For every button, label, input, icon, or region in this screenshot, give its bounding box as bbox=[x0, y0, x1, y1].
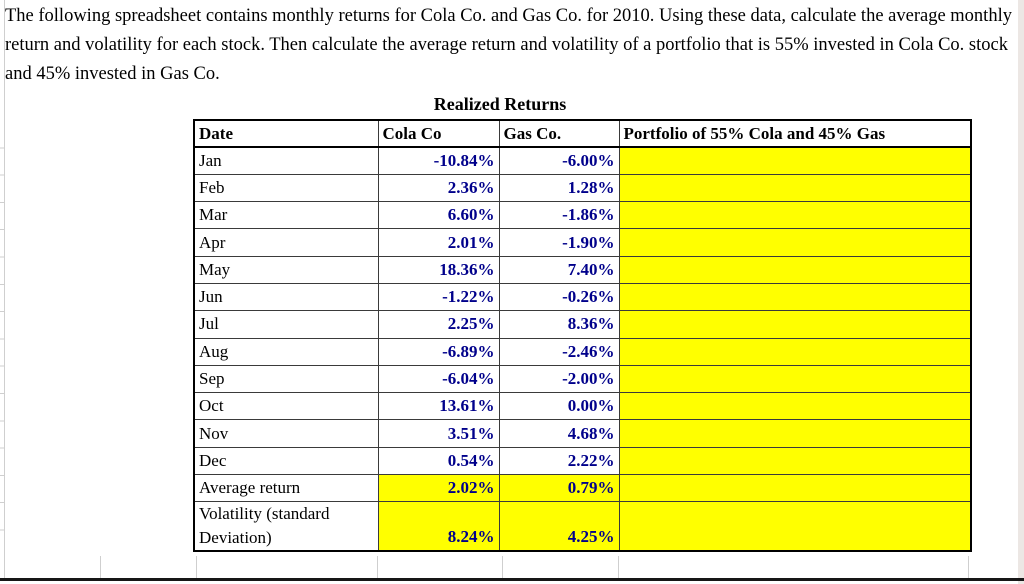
cell-date[interactable]: Aug bbox=[193, 337, 379, 366]
sheet-gridline-below-table bbox=[377, 556, 378, 578]
cell-date[interactable]: Average return bbox=[193, 474, 379, 503]
cell-cola-value[interactable]: -6.89% bbox=[377, 337, 500, 366]
sheet-gridline-below-table bbox=[100, 556, 101, 578]
cell-portfolio-answer[interactable] bbox=[618, 228, 972, 257]
cell-portfolio-answer[interactable] bbox=[618, 446, 972, 476]
table-row: Jun -1.22% -0.26% bbox=[193, 282, 972, 312]
cell-cola-value[interactable]: 2.02% bbox=[377, 474, 500, 503]
table-row: Feb 2.36% 1.28% bbox=[193, 173, 972, 203]
sheet-gridline-below-table bbox=[196, 556, 197, 578]
table-row: Nov 3.51% 4.68% bbox=[193, 419, 972, 448]
cell-gas-value[interactable]: -1.90% bbox=[498, 228, 620, 257]
table-row: Dec 0.54% 2.22% bbox=[193, 446, 972, 476]
cell-date[interactable]: Nov bbox=[193, 419, 379, 448]
cell-portfolio-answer[interactable] bbox=[618, 201, 972, 230]
column-header-gas[interactable]: Gas Co. bbox=[498, 119, 620, 148]
cell-cola-value[interactable]: 13.61% bbox=[377, 392, 500, 421]
cell-gas-value[interactable]: -2.00% bbox=[498, 364, 620, 394]
cell-gas-value[interactable]: 1.28% bbox=[498, 173, 620, 203]
cell-cola-value[interactable]: 2.36% bbox=[377, 173, 500, 203]
cell-date[interactable]: Volatility (standard Deviation) bbox=[193, 501, 379, 552]
cell-portfolio-answer[interactable] bbox=[618, 173, 972, 203]
cell-portfolio-answer[interactable] bbox=[618, 146, 972, 175]
cell-portfolio-answer[interactable] bbox=[618, 419, 972, 448]
cell-cola-value[interactable]: 2.25% bbox=[377, 310, 500, 339]
header-row: Date Cola Co Gas Co. Portfolio of 55% Co… bbox=[193, 119, 972, 148]
sheet-right-edge bbox=[1018, 0, 1024, 584]
cell-gas-value[interactable]: 0.00% bbox=[498, 392, 620, 421]
cell-portfolio-answer[interactable] bbox=[618, 310, 972, 339]
cell-cola-value[interactable]: 3.51% bbox=[377, 419, 500, 448]
cell-gas-value[interactable]: 4.25% bbox=[498, 501, 620, 552]
cell-date[interactable]: Feb bbox=[193, 173, 379, 203]
cell-cola-value[interactable]: -6.04% bbox=[377, 364, 500, 394]
cell-portfolio-answer[interactable] bbox=[618, 501, 972, 552]
cell-portfolio-answer[interactable] bbox=[618, 364, 972, 394]
table-row: Apr 2.01% -1.90% bbox=[193, 228, 972, 257]
cell-date[interactable]: Apr bbox=[193, 228, 379, 257]
column-header-portfolio[interactable]: Portfolio of 55% Cola and 45% Gas bbox=[618, 119, 972, 148]
table-row: Oct 13.61% 0.00% bbox=[193, 392, 972, 421]
cell-cola-value[interactable]: 18.36% bbox=[377, 255, 500, 284]
window-bottom-edge bbox=[0, 578, 1024, 581]
cell-date[interactable]: May bbox=[193, 255, 379, 284]
cell-date[interactable]: Oct bbox=[193, 392, 379, 421]
sheet-table-body: Jan -10.84% -6.00% Feb 2.36% 1.28% Mar 6… bbox=[193, 146, 972, 552]
sheet-row-gridline-stubs bbox=[0, 121, 5, 557]
cell-date[interactable]: Jun bbox=[193, 282, 379, 312]
table-row: Average return 2.02% 0.79% bbox=[193, 474, 972, 503]
table-row: May 18.36% 7.40% bbox=[193, 255, 972, 284]
cell-gas-value[interactable]: -2.46% bbox=[498, 337, 620, 366]
cell-date[interactable]: Sep bbox=[193, 364, 379, 394]
cell-gas-value[interactable]: -1.86% bbox=[498, 201, 620, 230]
cell-gas-value[interactable]: 0.79% bbox=[498, 474, 620, 503]
table-row: Jan -10.84% -6.00% bbox=[193, 146, 972, 175]
cell-portfolio-answer[interactable] bbox=[618, 282, 972, 312]
table-row: Volatility (standard Deviation) 8.24% 4.… bbox=[193, 501, 972, 552]
cell-cola-value[interactable]: 6.60% bbox=[377, 201, 500, 230]
table-title: Realized Returns bbox=[433, 94, 567, 114]
cell-cola-value[interactable]: 8.24% bbox=[377, 501, 500, 552]
table-row: Aug -6.89% -2.46% bbox=[193, 337, 972, 366]
cell-portfolio-answer[interactable] bbox=[618, 255, 972, 284]
cell-date[interactable]: Dec bbox=[193, 446, 379, 476]
cell-gas-value[interactable]: -0.26% bbox=[498, 282, 620, 312]
cell-portfolio-answer[interactable] bbox=[618, 337, 972, 366]
sheet-gridline-below-table bbox=[618, 556, 619, 578]
table-row: Jul 2.25% 8.36% bbox=[193, 310, 972, 339]
column-header-cola[interactable]: Cola Co bbox=[377, 119, 500, 148]
cell-gas-value[interactable]: 4.68% bbox=[498, 419, 620, 448]
cell-date[interactable]: Jul bbox=[193, 310, 379, 339]
sheet-gridline-below-table bbox=[968, 556, 969, 578]
cell-cola-value[interactable]: 2.01% bbox=[377, 228, 500, 257]
cell-gas-value[interactable]: -6.00% bbox=[498, 146, 620, 175]
problem-statement: The following spreadsheet contains month… bbox=[5, 6, 1012, 84]
cell-cola-value[interactable]: -10.84% bbox=[377, 146, 500, 175]
table-row: Mar 6.60% -1.86% bbox=[193, 201, 972, 230]
cell-gas-value[interactable]: 2.22% bbox=[498, 446, 620, 476]
sheet-gridline-below-table bbox=[502, 556, 503, 578]
cell-cola-value[interactable]: 0.54% bbox=[377, 446, 500, 476]
cell-gas-value[interactable]: 7.40% bbox=[498, 255, 620, 284]
cell-date[interactable]: Jan bbox=[193, 146, 379, 175]
cell-portfolio-answer[interactable] bbox=[618, 392, 972, 421]
column-header-date[interactable]: Date bbox=[193, 119, 379, 148]
cell-date[interactable]: Mar bbox=[193, 201, 379, 230]
realized-returns-table: Date Cola Co Gas Co. Portfolio of 55% Co… bbox=[193, 119, 972, 553]
cell-gas-value[interactable]: 8.36% bbox=[498, 310, 620, 339]
cell-cola-value[interactable]: -1.22% bbox=[377, 282, 500, 312]
table-row: Sep -6.04% -2.00% bbox=[193, 364, 972, 394]
cell-portfolio-answer[interactable] bbox=[618, 474, 972, 503]
